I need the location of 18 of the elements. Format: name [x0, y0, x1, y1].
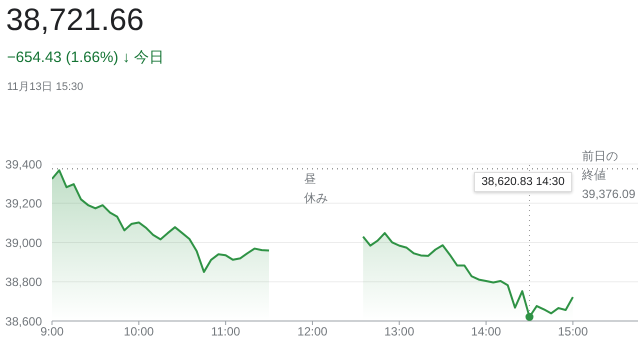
annotation: 38,620.83 14:30 — [474, 172, 572, 192]
annotation: 昼休み — [304, 171, 329, 207]
x-tick-label: 11:00 — [211, 324, 241, 339]
y-tick-label: 39,400 — [5, 157, 42, 172]
y-tick-label: 38,600 — [5, 314, 42, 328]
text: 11月13日 15:30 — [7, 80, 84, 94]
y-tick-label: 39,000 — [5, 236, 42, 250]
x-tick-label: 9:00 — [40, 324, 64, 339]
x-tick-label: 10:00 — [124, 324, 154, 339]
chart-subtitle: −654.43 (1.66%) ↓ 今日 — [7, 48, 164, 67]
x-tick-label: 15:00 — [558, 324, 588, 339]
y-tick-label: 38,800 — [5, 275, 42, 290]
chart-title: 38,721.66 — [6, 2, 144, 38]
ref-line-label: 前日の終値 39,376.09 — [582, 148, 636, 203]
x-tick-label: 13:00 — [384, 324, 415, 339]
y-tick-label: 39,200 — [5, 196, 42, 211]
x-tick-label: 12:00 — [297, 324, 328, 339]
x-tick-label: 14:00 — [471, 324, 502, 339]
